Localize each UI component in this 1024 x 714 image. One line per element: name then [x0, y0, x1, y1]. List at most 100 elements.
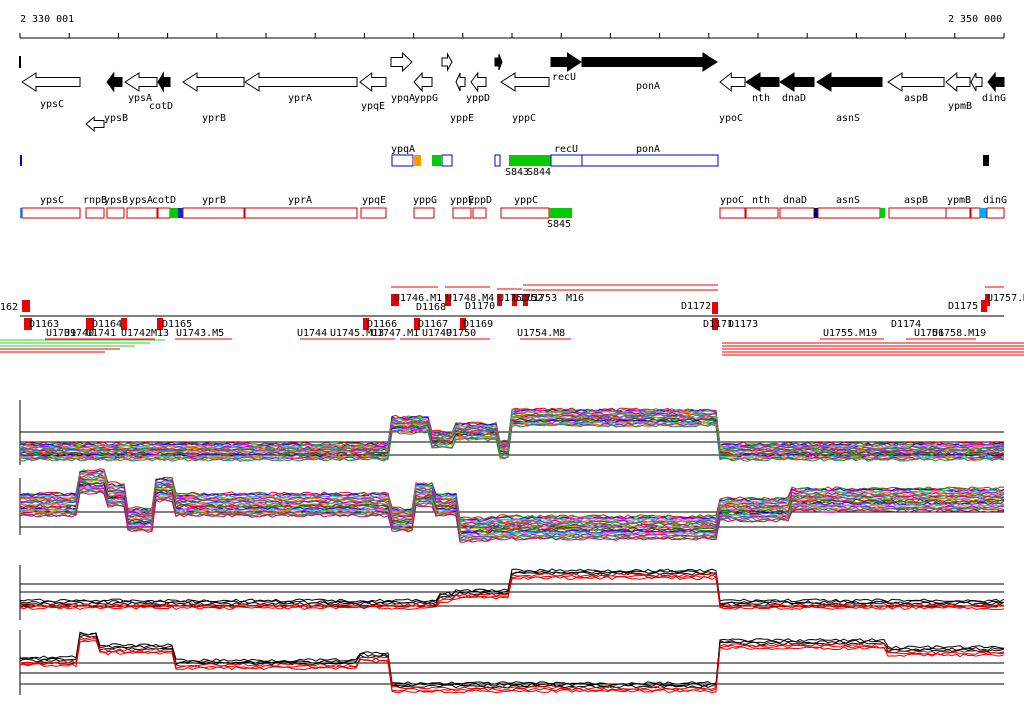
gene-label: ypqE — [361, 101, 385, 112]
segment-block[interactable] — [170, 208, 178, 218]
gene-arrow[interactable] — [359, 71, 387, 93]
feature-marker[interactable] — [86, 318, 94, 330]
gene-label: recU — [552, 72, 576, 83]
feature-label: D1165 — [162, 319, 192, 330]
expression-trace — [19, 469, 1005, 521]
gene-arrow[interactable] — [745, 72, 780, 92]
gene-arrow[interactable] — [945, 71, 971, 93]
segment-block[interactable] — [888, 207, 947, 219]
feature-label: D1168 — [416, 302, 446, 313]
segment-label: S844 — [527, 167, 551, 178]
segment-block[interactable] — [945, 207, 971, 219]
gene-arrow[interactable] — [244, 72, 358, 92]
feature-label: U1743.M5 — [176, 328, 224, 339]
expression-trace — [19, 574, 1005, 609]
segment-block[interactable] — [970, 207, 981, 219]
coordinate-ruler: 2 330 001 2 350 000 — [19, 14, 1005, 39]
feature-marker[interactable] — [414, 318, 420, 330]
feature-marker[interactable] — [985, 294, 990, 306]
feature-marker[interactable] — [712, 302, 718, 314]
segment-block[interactable] — [745, 207, 779, 219]
segment-block[interactable] — [244, 207, 358, 219]
feature-marker[interactable] — [121, 318, 127, 330]
feature-marker[interactable] — [497, 294, 502, 306]
segment-block[interactable] — [20, 208, 22, 218]
feature-label: U1745.M13 — [330, 328, 384, 339]
segment-block[interactable] — [413, 207, 435, 219]
gene-arrow[interactable] — [581, 52, 718, 72]
gene-arrow[interactable] — [390, 51, 413, 73]
feature-marker[interactable] — [157, 318, 163, 330]
feature-label: D1172 — [681, 301, 711, 312]
gene-arrow[interactable] — [970, 72, 983, 92]
segment-block[interactable] — [549, 208, 572, 218]
segment-label: asnS — [836, 195, 860, 206]
expression-trace — [19, 410, 1005, 449]
feature-label: U1744 — [297, 328, 327, 339]
expression-trace — [19, 477, 1005, 530]
gene-arrow[interactable] — [987, 71, 1005, 93]
segment-block[interactable] — [126, 207, 158, 219]
segment-block[interactable] — [719, 207, 746, 219]
gene-label: ypqA — [391, 93, 415, 104]
gene-arrow[interactable] — [887, 72, 945, 92]
feature-marker[interactable] — [22, 300, 30, 312]
segment-block[interactable] — [472, 207, 487, 219]
segment-block[interactable] — [980, 208, 987, 218]
gene-arrow[interactable] — [455, 72, 466, 92]
feature-label: D1169 — [463, 319, 493, 330]
segment-block[interactable] — [182, 207, 245, 219]
feature-marker[interactable] — [24, 318, 32, 330]
segment-block[interactable] — [21, 207, 81, 219]
gene-label: yppC — [512, 113, 536, 124]
segment-block[interactable] — [814, 208, 818, 218]
gene-arrow[interactable] — [470, 71, 487, 93]
segment-block[interactable] — [178, 208, 183, 218]
gene-label: yprB — [202, 113, 226, 124]
segment-block[interactable] — [779, 207, 815, 219]
segment-block[interactable] — [85, 207, 105, 219]
gene-arrow[interactable] — [124, 72, 158, 92]
gene-arrow[interactable] — [106, 71, 123, 93]
gene-arrow[interactable] — [413, 71, 433, 93]
gene-arrow[interactable] — [719, 71, 746, 93]
gene-arrow[interactable] — [441, 52, 453, 72]
gene-arrow[interactable] — [779, 72, 815, 92]
feature-marker[interactable] — [981, 300, 987, 312]
gene-arrow[interactable] — [21, 72, 81, 92]
gene-arrow[interactable] — [494, 53, 503, 71]
feature-label: U1758.M19 — [932, 328, 986, 339]
feature-marker[interactable] — [391, 294, 399, 306]
segment-block[interactable] — [817, 207, 881, 219]
expression-trace — [19, 632, 1005, 687]
segment-label: ponA — [636, 144, 660, 155]
feature-label: U1747.M1 — [371, 328, 419, 339]
gene-arrow[interactable] — [500, 72, 550, 92]
feature-label: D1171 — [703, 319, 733, 330]
gene-arrow[interactable] — [550, 52, 582, 72]
gene-arrow[interactable] — [182, 72, 245, 92]
gene-arrow[interactable] — [85, 115, 105, 133]
feature-marker[interactable] — [363, 318, 369, 330]
segment-block[interactable] — [360, 207, 387, 219]
feature-marker[interactable] — [712, 318, 718, 330]
expression-trace — [19, 415, 1005, 455]
segment-block[interactable] — [880, 208, 885, 218]
feature-marker[interactable] — [512, 294, 517, 306]
expression-trace — [19, 569, 1005, 605]
segment-label: S843 — [505, 167, 529, 178]
segment-label: yppC — [514, 195, 538, 206]
feature-label: U1740 — [64, 328, 94, 339]
segment-block[interactable] — [986, 207, 1005, 219]
segment-block[interactable] — [500, 207, 550, 219]
gene-arrow[interactable] — [157, 71, 171, 93]
feature-marker[interactable] — [523, 294, 528, 306]
segment-block[interactable] — [106, 207, 125, 219]
feature-marker[interactable] — [445, 294, 451, 306]
feature-marker[interactable] — [460, 318, 466, 330]
segment-block[interactable] — [157, 207, 171, 219]
segment-block[interactable] — [452, 207, 472, 219]
gene-arrow[interactable] — [816, 72, 883, 92]
